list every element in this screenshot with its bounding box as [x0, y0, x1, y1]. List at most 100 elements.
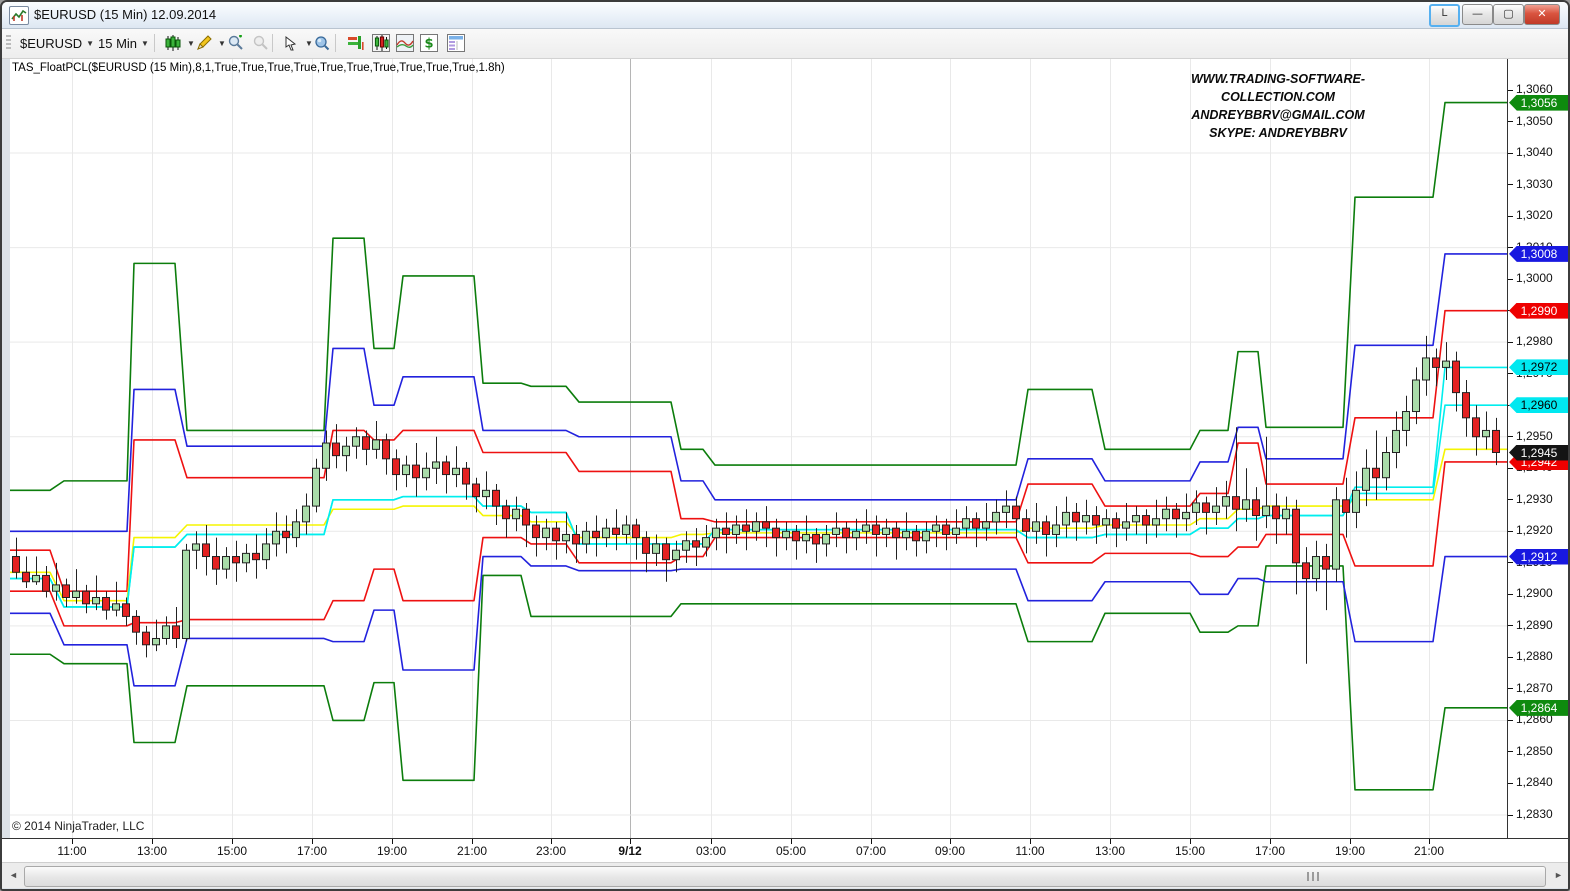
chart-window-icon	[9, 6, 29, 25]
down-candle	[1272, 505, 1280, 520]
scrollbar-grip	[1307, 872, 1321, 881]
close-button[interactable]: ✕	[1524, 4, 1560, 25]
zoom-in-button[interactable]	[222, 32, 250, 54]
up-candle	[1222, 496, 1230, 507]
price-axis[interactable]: 1,30601,30501,30401,30301,30201,30101,30…	[1507, 59, 1568, 838]
down-candle	[1172, 508, 1180, 520]
interval-selector[interactable]: 15 Min ▼	[94, 32, 153, 54]
scroll-left-arrow[interactable]: ◄	[9, 870, 18, 880]
time-tick-label: 9/12	[618, 844, 642, 858]
down-candle	[472, 483, 480, 498]
up-candle	[1332, 499, 1340, 570]
scrollbar-thumb[interactable]	[24, 866, 1546, 887]
down-candle	[742, 524, 750, 532]
toolbar-separator	[154, 34, 155, 52]
price-tick-mark	[1508, 593, 1513, 595]
up-candle	[302, 505, 310, 523]
indicators-button[interactable]	[341, 32, 369, 54]
chart-style-button[interactable]: ▼	[159, 32, 199, 54]
candles	[12, 335, 1500, 664]
down-candle	[122, 603, 130, 617]
zoom-out-button[interactable]	[247, 32, 275, 54]
data-box-button[interactable]	[308, 32, 336, 54]
price-tag-1_2912: 1,2912	[1509, 548, 1568, 565]
up-candle	[1162, 508, 1170, 520]
time-tick-mark	[1429, 839, 1430, 844]
up-candle	[432, 461, 440, 469]
scroll-right-arrow[interactable]: ►	[1554, 870, 1563, 880]
down-candle	[382, 439, 390, 460]
up-candle	[1102, 518, 1110, 526]
instrument-selector[interactable]: $EURUSD ▼	[16, 32, 98, 54]
link-button[interactable]: L	[1429, 4, 1460, 27]
time-tick-mark	[72, 839, 73, 844]
down-candle	[642, 537, 650, 554]
up-candle	[422, 467, 430, 479]
cursor-tool-button[interactable]: ▼	[277, 32, 317, 54]
time-tick-label: 21:00	[1413, 844, 1445, 858]
up-candle	[152, 637, 160, 646]
drawing-tools-button[interactable]: ▼	[190, 32, 230, 54]
data-grid-button[interactable]	[442, 32, 470, 54]
price-tick-mark	[1508, 278, 1513, 280]
candlestick-panel-icon	[371, 34, 391, 52]
up-candle	[622, 524, 630, 535]
up-candle	[952, 527, 960, 535]
down-candle	[82, 590, 90, 605]
up-candle	[182, 549, 190, 639]
down-candle	[1112, 518, 1120, 529]
toolbar-grip[interactable]	[6, 35, 11, 51]
down-candle	[612, 527, 620, 535]
horizontal-scrollbar[interactable]: ◄ ►	[2, 862, 1568, 889]
up-candle	[1482, 429, 1490, 438]
maximize-button[interactable]: ▢	[1493, 4, 1524, 25]
time-tick-label: 19:00	[1334, 844, 1366, 858]
up-candle	[1182, 511, 1190, 520]
time-tick-label: 15:00	[1174, 844, 1206, 858]
minimize-button[interactable]: —	[1462, 4, 1493, 25]
zoom-in-icon	[226, 34, 246, 52]
down-candle	[532, 524, 540, 539]
up-candle	[702, 537, 710, 548]
watermark-line-2: ANDREYBBRV@GMAIL.COM	[1191, 108, 1365, 122]
up-candle	[922, 530, 930, 542]
down-candle	[592, 530, 600, 539]
up-candle	[92, 597, 100, 605]
price-tick-label: 1,2980	[1516, 334, 1553, 349]
up-candle	[352, 436, 360, 447]
price-tick-label: 1,2900	[1516, 586, 1553, 601]
data-grid-icon	[446, 34, 466, 52]
down-candle	[1372, 467, 1380, 479]
watermark: WWW.TRADING-SOFTWARE-COLLECTION.COM ANDR…	[1138, 70, 1418, 142]
price-tick-label: 1,2850	[1516, 743, 1553, 758]
time-axis[interactable]: 11:00 13:00 15:00 17:00 19:00 21:00 23:00 9/12 0…	[2, 838, 1568, 863]
price-tick-label: 1,3040	[1516, 145, 1553, 160]
magnifier-globe-icon	[312, 34, 332, 52]
market-analyzer-button[interactable]	[391, 32, 419, 54]
price-tick-label: 1,2890	[1516, 617, 1553, 632]
chart-trader-button[interactable]	[367, 32, 395, 54]
price-tick-label: 1,2830	[1516, 807, 1553, 821]
title-bar[interactable]: $EURUSD (15 Min) 12.09.2014 L — ▢ ✕	[2, 2, 1568, 29]
price-tick-label: 1,2950	[1516, 428, 1553, 443]
up-candle	[672, 549, 680, 561]
down-candle	[762, 521, 770, 529]
price-tick-label: 1,2920	[1516, 523, 1553, 538]
time-tick-label: 05:00	[775, 844, 807, 858]
price-tick-label: 1,2930	[1516, 491, 1553, 506]
chart-plot-area[interactable]: TAS_FloatPCL($EURUSD (15 Min),8,1,True,T…	[10, 59, 1507, 838]
toolbar-separator	[272, 34, 273, 52]
up-candle	[1312, 556, 1320, 580]
account-button[interactable]: $	[415, 32, 443, 54]
indicator-label: TAS_FloatPCL($EURUSD (15 Min),8,1,True,T…	[12, 62, 505, 74]
price-tick-mark	[1508, 152, 1513, 154]
time-tick-label: 11:00	[1015, 844, 1045, 858]
chevron-down-icon: ▼	[187, 38, 195, 48]
price-tag-1_2972: 1,2972	[1509, 359, 1568, 376]
down-candle	[522, 508, 530, 526]
time-tick-mark	[152, 839, 153, 844]
dollar-icon: $	[419, 34, 439, 52]
price-tick-mark	[1508, 341, 1513, 343]
cursor-icon	[281, 34, 301, 52]
